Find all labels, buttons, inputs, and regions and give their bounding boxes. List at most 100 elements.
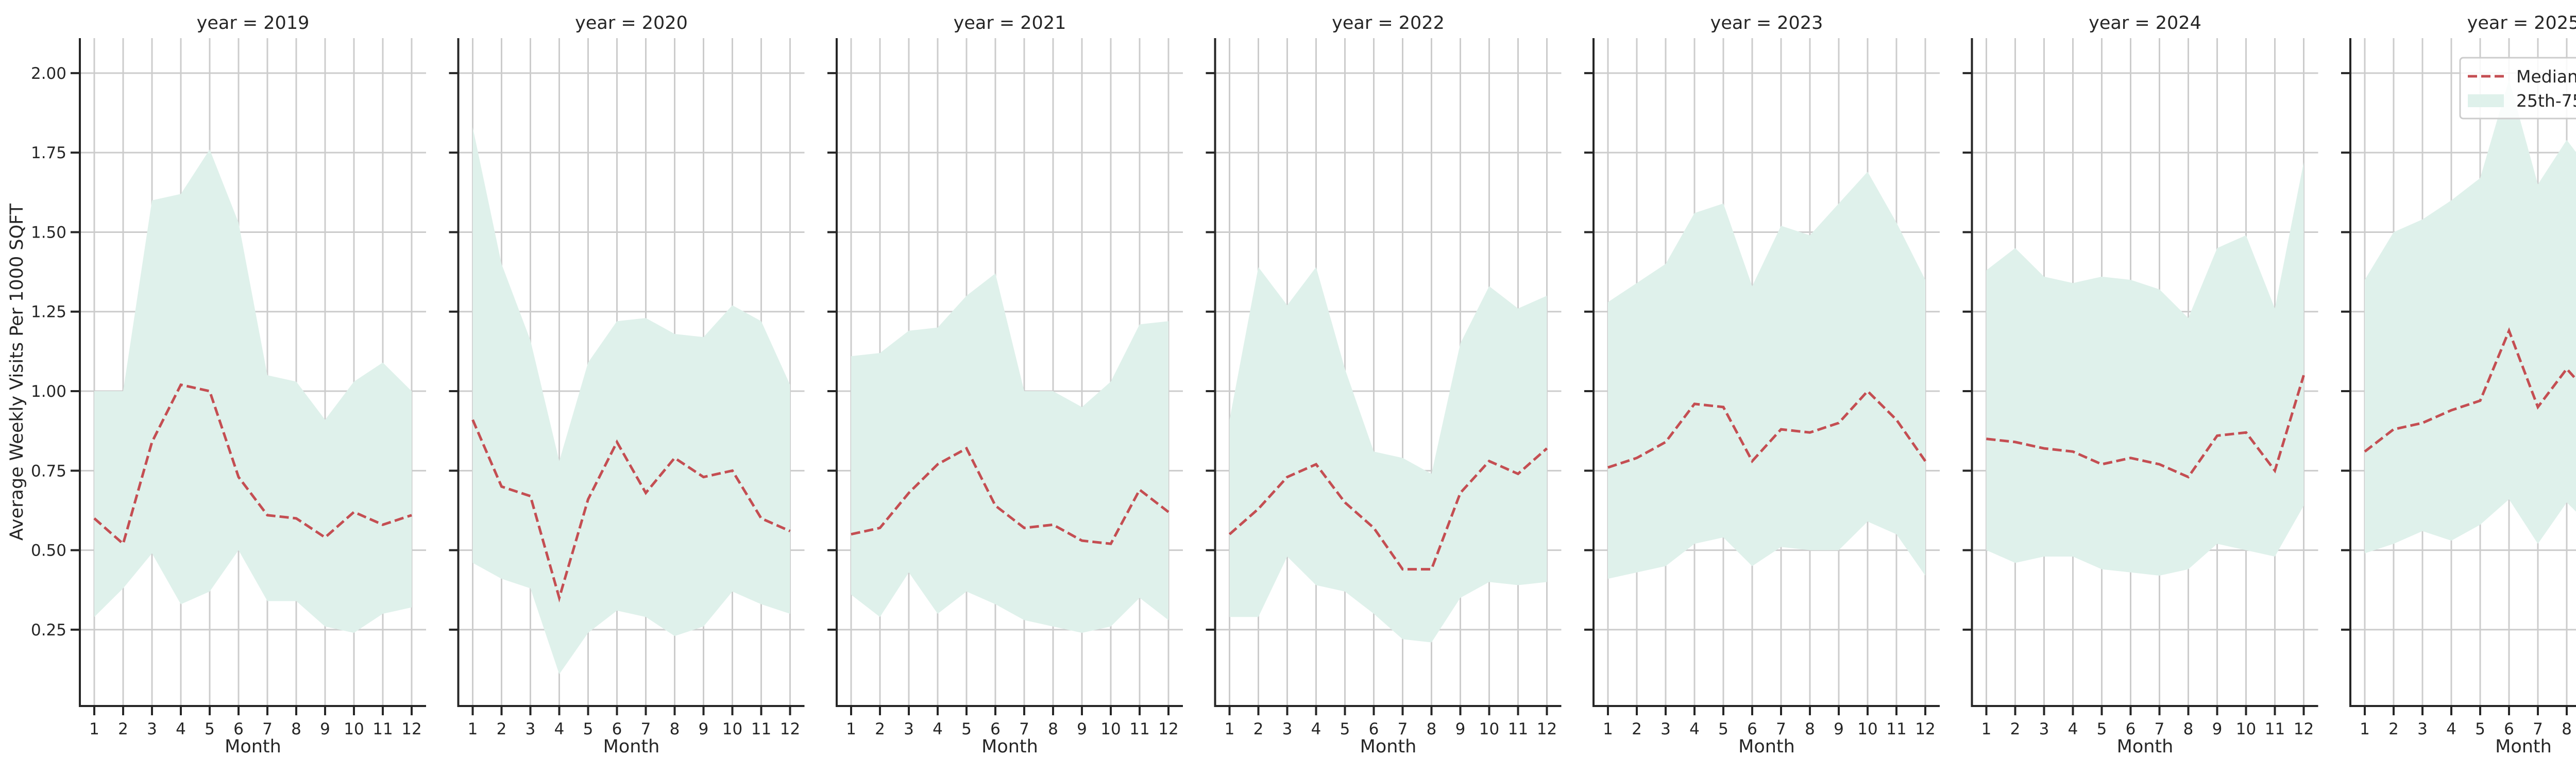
x-tick-label: 6 — [612, 720, 622, 738]
x-tick-label: 7 — [2155, 720, 2165, 738]
x-tick-label: 1 — [1225, 720, 1235, 738]
x-tick-label: 8 — [1805, 720, 1815, 738]
legend-median-label: Median — [2516, 66, 2576, 87]
median-line — [93, 383, 412, 546]
x-tick-label: 1 — [468, 720, 478, 738]
x-tick-label: 11 — [751, 720, 771, 738]
x-tick-label: 10 — [1857, 720, 1877, 738]
x-tick-label: 10 — [2236, 720, 2256, 738]
y-tick-label: 1.25 — [31, 303, 66, 322]
x-tick-label: 4 — [2446, 720, 2456, 738]
x-tick-label: 11 — [1886, 720, 1906, 738]
axis-spine — [1971, 38, 2318, 707]
x-tick-label: 2 — [118, 720, 128, 738]
x-tick-label: 1 — [846, 720, 856, 738]
x-tick-label: 12 — [780, 720, 800, 738]
x-tick-label: 2 — [875, 720, 885, 738]
x-tick-label: 3 — [2417, 720, 2428, 738]
facet-title: year = 2021 — [954, 13, 1066, 33]
x-axis-label: Month — [225, 736, 281, 757]
x-tick-label: 2 — [2388, 720, 2399, 738]
x-tick-label: 5 — [205, 720, 215, 738]
x-tick-label: 6 — [990, 720, 1001, 738]
percentile-band — [94, 149, 412, 633]
x-axis-label: Month — [2117, 736, 2174, 757]
x-tick-label: 3 — [526, 720, 536, 738]
y-tick-label: 0.75 — [31, 462, 66, 480]
x-tick-label: 4 — [933, 720, 943, 738]
percentile-band — [1986, 162, 2304, 576]
x-tick-label: 8 — [1048, 720, 1058, 738]
x-axis-label: Month — [2495, 736, 2552, 757]
median-line — [1986, 375, 2305, 479]
x-tick-label: 8 — [670, 720, 680, 738]
x-tick-label: 4 — [1689, 720, 1700, 738]
percentile-band — [1608, 172, 1925, 579]
percentile-band — [472, 127, 790, 675]
x-tick-label: 7 — [262, 720, 273, 738]
x-tick-label: 6 — [1747, 720, 1757, 738]
y-tick-label: 1.50 — [31, 223, 66, 242]
x-tick-label: 8 — [2183, 720, 2194, 738]
percentile-band — [851, 273, 1168, 633]
x-tick-label: 12 — [401, 720, 421, 738]
x-tick-label: 12 — [1158, 720, 1178, 738]
y-tick-label: 0.50 — [31, 542, 66, 560]
y-tick-label: 2.00 — [31, 64, 66, 83]
x-tick-label: 5 — [1718, 720, 1728, 738]
facet-title: year = 2022 — [1332, 13, 1445, 33]
x-tick-label: 3 — [1660, 720, 1671, 738]
x-tick-label: 10 — [344, 720, 364, 738]
axis-spine — [1214, 38, 1562, 707]
x-tick-label: 5 — [583, 720, 594, 738]
facet-title: year = 2023 — [1710, 13, 1823, 33]
percentile-band — [1229, 267, 1547, 643]
x-tick-label: 1 — [89, 720, 99, 738]
x-tick-label: 7 — [1776, 720, 1786, 738]
x-tick-label: 6 — [2126, 720, 2136, 738]
x-tick-label: 12 — [1915, 720, 1935, 738]
x-tick-label: 11 — [1508, 720, 1528, 738]
x-tick-label: 6 — [2504, 720, 2514, 738]
x-tick-label: 8 — [2562, 720, 2572, 738]
facet-title: year = 2020 — [575, 13, 688, 33]
y-tick-label: 1.75 — [31, 144, 66, 162]
x-tick-label: 9 — [2212, 720, 2223, 738]
x-tick-label: 5 — [961, 720, 972, 738]
x-tick-label: 3 — [1282, 720, 1293, 738]
x-tick-label: 3 — [147, 720, 157, 738]
x-tick-label: 2 — [497, 720, 507, 738]
x-tick-label: 1 — [1981, 720, 1992, 738]
x-tick-label: 2 — [1632, 720, 1642, 738]
axis-spine — [79, 38, 426, 707]
x-tick-label: 2 — [2010, 720, 2021, 738]
axis-spine — [457, 38, 805, 707]
legend: Median 25th-75th Percentile — [2459, 57, 2576, 120]
x-tick-label: 5 — [2475, 720, 2485, 738]
x-tick-label: 4 — [2068, 720, 2078, 738]
x-tick-label: 9 — [699, 720, 709, 738]
x-tick-label: 1 — [2360, 720, 2370, 738]
legend-band-swatch — [2468, 94, 2504, 107]
x-tick-label: 8 — [1427, 720, 1437, 738]
x-tick-label: 7 — [641, 720, 651, 738]
legend-band-label: 25th-75th Percentile — [2516, 91, 2576, 111]
median-line — [1607, 389, 1927, 469]
x-tick-label: 9 — [1455, 720, 1466, 738]
x-tick-label: 10 — [1100, 720, 1121, 738]
median-line — [851, 446, 1170, 545]
x-tick-label: 9 — [1077, 720, 1087, 738]
x-axis-label: Month — [1360, 736, 1417, 757]
median-line — [1228, 447, 1548, 571]
x-axis-label: Month — [1738, 736, 1795, 757]
x-tick-label: 8 — [291, 720, 301, 738]
x-tick-label: 3 — [2039, 720, 2049, 738]
x-tick-label: 2 — [1253, 720, 1264, 738]
median-line — [471, 419, 791, 603]
facet-title: year = 2025 — [2467, 13, 2576, 33]
